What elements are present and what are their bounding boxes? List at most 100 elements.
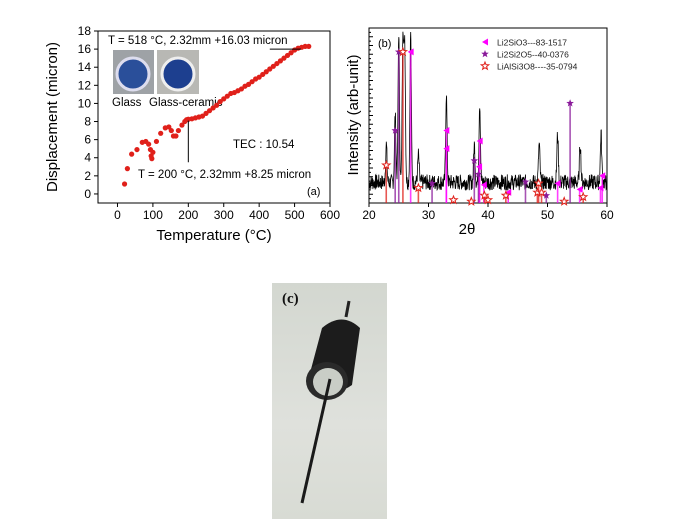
data-point bbox=[260, 71, 266, 78]
data-point bbox=[149, 156, 155, 162]
y-tick-label-a: 6 bbox=[84, 133, 91, 147]
marker-lialsi3o8 bbox=[381, 159, 392, 170]
data-point bbox=[217, 99, 223, 105]
marker-li2si2o5 bbox=[428, 179, 436, 187]
data-point bbox=[306, 43, 312, 49]
marker-li2sio3 bbox=[407, 48, 414, 56]
y-tick-label-a: 10 bbox=[78, 96, 92, 110]
data-point bbox=[249, 79, 255, 85]
x-tick-label-a: 200 bbox=[178, 208, 198, 222]
marker-li2sio3 bbox=[599, 172, 606, 180]
inset-label-glass-ceramic: Glass-ceramic bbox=[149, 97, 223, 109]
marker-lialsi3o8 bbox=[466, 196, 477, 206]
data-point bbox=[263, 69, 269, 75]
x-tick-label-a: 300 bbox=[214, 208, 234, 222]
x-tick-label-b: 30 bbox=[422, 208, 436, 222]
x-tick-label-b: 60 bbox=[600, 208, 614, 222]
x-tick-label-b: 50 bbox=[541, 208, 555, 222]
data-point bbox=[224, 93, 230, 99]
x-tick-label-a: 100 bbox=[143, 208, 163, 222]
chart-b-xrd: (b) 2θ Intensity (arb-unit) 20 30 40 50 60 Li… bbox=[345, 27, 614, 238]
legend-label: Li2Si2O5--40-0376 bbox=[497, 50, 569, 60]
marker-li2si2o5 bbox=[470, 156, 479, 164]
data-point bbox=[124, 166, 130, 172]
marker-lialsi3o8 bbox=[578, 191, 589, 202]
data-point bbox=[214, 102, 220, 108]
x-tick-label-b: 20 bbox=[362, 208, 376, 222]
marker-li2si2o5 bbox=[542, 191, 551, 199]
y-axis-label-a: Displacement (micron) bbox=[44, 42, 61, 192]
y-tick-label-a: 0 bbox=[84, 187, 91, 201]
y-tick-label-a: 16 bbox=[78, 42, 92, 56]
legend-marker bbox=[479, 60, 491, 71]
data-point bbox=[277, 58, 284, 64]
data-point bbox=[288, 50, 294, 56]
plot-frame-a bbox=[97, 30, 331, 204]
marker-lialsi3o8 bbox=[482, 194, 494, 205]
annotation-bottom: T = 200 °C, 2.32mm +8.25 micron bbox=[138, 169, 311, 181]
data-point bbox=[284, 52, 291, 59]
x-tick-label-b: 40 bbox=[481, 208, 495, 222]
legend-marker bbox=[482, 38, 488, 46]
data-point bbox=[129, 151, 135, 157]
photo-c-sample: (c) bbox=[272, 283, 387, 519]
x-axis-label-b: 2θ bbox=[459, 221, 476, 238]
annotation-top: T = 518 °C, 2.32mm +16.03 micron bbox=[108, 35, 288, 47]
data-point bbox=[168, 127, 174, 134]
data-point bbox=[166, 124, 172, 130]
panel-label-c: (c) bbox=[282, 291, 299, 307]
x-tick-label-a: 0 bbox=[114, 208, 121, 222]
data-point bbox=[150, 149, 156, 155]
marker-li2si2o5 bbox=[391, 126, 399, 134]
glass-disc bbox=[115, 56, 151, 92]
data-point bbox=[173, 133, 179, 139]
data-point bbox=[146, 141, 152, 147]
marker-lialsi3o8 bbox=[559, 196, 570, 206]
annotation-tec: TEC : 10.54 bbox=[233, 139, 295, 151]
marker-li2si2o5 bbox=[394, 47, 403, 56]
marker-li2sio3 bbox=[597, 184, 604, 192]
panel-label-a: (a) bbox=[307, 186, 320, 198]
data-point bbox=[134, 146, 140, 153]
marker-li2sio3 bbox=[476, 163, 483, 171]
y-tick-label-a: 4 bbox=[84, 151, 91, 165]
inset-photos: Glass Glass-ceramic bbox=[112, 50, 223, 109]
data-point bbox=[199, 113, 206, 119]
data-point bbox=[153, 138, 160, 145]
marker-li2sio3 bbox=[576, 185, 583, 193]
data-point bbox=[281, 55, 287, 61]
data-point bbox=[256, 74, 262, 80]
y-tick-label-a: 14 bbox=[78, 60, 92, 74]
marker-lialsi3o8 bbox=[533, 178, 544, 188]
rod bbox=[300, 378, 332, 504]
marker-li2sio3 bbox=[443, 145, 450, 153]
data-point bbox=[121, 181, 128, 187]
x-tick-label-a: 600 bbox=[320, 208, 340, 222]
marker-lialsi3o8 bbox=[536, 186, 547, 197]
sample-drawing bbox=[300, 300, 360, 504]
inset-label-glass: Glass bbox=[112, 97, 142, 109]
legend-label: LiAlSi3O8----35-0794 bbox=[497, 62, 578, 72]
y-axis-label-b: Intensity (arb-unit) bbox=[345, 55, 362, 176]
marker-lialsi3o8 bbox=[413, 182, 424, 193]
data-point bbox=[274, 60, 280, 67]
y-tick-label-a: 12 bbox=[78, 78, 92, 92]
data-point bbox=[238, 86, 245, 92]
marker-lialsi3o8 bbox=[500, 189, 512, 200]
marker-li2si2o5 bbox=[474, 170, 483, 178]
marker-li2sio3 bbox=[554, 179, 561, 187]
marker-lialsi3o8 bbox=[479, 189, 490, 200]
y-tick-label-a: 18 bbox=[78, 24, 92, 38]
x-tick-label-a: 400 bbox=[249, 208, 269, 222]
marker-li2sio3 bbox=[443, 126, 450, 134]
data-point bbox=[179, 122, 185, 128]
rod-top bbox=[344, 300, 351, 318]
panel-label-b: (b) bbox=[378, 38, 391, 50]
data-point bbox=[206, 108, 213, 114]
data-point bbox=[267, 66, 273, 72]
data-point bbox=[245, 81, 252, 88]
y-tick-label-a: 8 bbox=[84, 115, 91, 129]
data-point bbox=[158, 130, 164, 136]
x-tick-label-a: 500 bbox=[285, 208, 305, 222]
